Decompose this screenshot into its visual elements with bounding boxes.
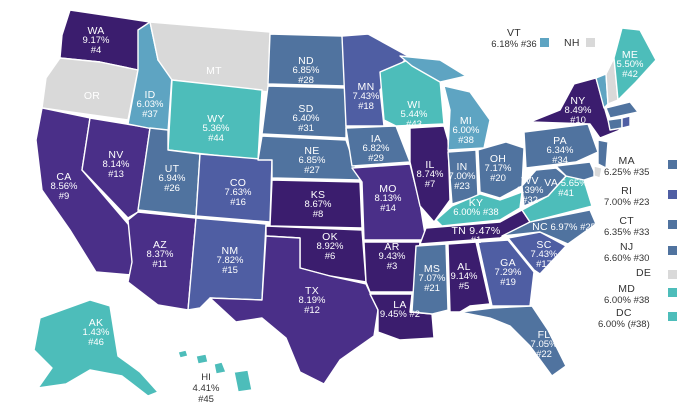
state-ct[interactable] xyxy=(607,117,623,131)
state-de[interactable] xyxy=(593,165,603,179)
callout-md-swatch xyxy=(668,288,677,297)
label-al: AL 9.14% #5 xyxy=(450,261,478,292)
callout-ct: CT 6.35% #33 xyxy=(604,215,650,239)
label-tn: TN 9.47% #1 xyxy=(451,225,501,246)
label-il: IL 8.74% #7 xyxy=(416,159,444,190)
label-ks: KS 8.67% #8 xyxy=(304,189,332,220)
state-sd[interactable] xyxy=(261,85,347,139)
state-ga[interactable] xyxy=(477,239,535,307)
label-tx: TX 8.19% #12 xyxy=(298,285,326,316)
state-al[interactable] xyxy=(447,241,491,313)
callout-nj-swatch xyxy=(668,246,677,255)
state-fl[interactable] xyxy=(459,305,567,377)
label-nd: ND 6.85% #28 xyxy=(292,55,320,86)
label-nv: NV 8.14% #13 xyxy=(102,149,130,180)
label-pa: PA 6.34% #34 xyxy=(546,135,574,166)
label-wi: WI 5.44% #43 xyxy=(400,99,428,130)
label-hi: HI 4.41% #45 xyxy=(192,372,220,405)
label-sd: SD 6.40% #31 xyxy=(292,103,320,134)
callout-dc-swatch xyxy=(668,312,677,321)
label-mi: MI 6.00% #38 xyxy=(452,115,480,146)
callout-de: DE xyxy=(636,267,652,279)
label-ar: AR 9.43% #3 xyxy=(378,241,406,272)
label-mo: MO 8.13% #14 xyxy=(374,183,402,214)
label-nc: NC 6.97% #25 xyxy=(532,221,596,233)
callout-nh: NH xyxy=(564,37,580,49)
state-ri[interactable] xyxy=(621,115,631,129)
callout-ma: MA 6.25% #35 xyxy=(604,155,650,179)
callout-de-swatch xyxy=(668,270,677,279)
label-wa: WA 9.17% #4 xyxy=(82,25,110,56)
state-hi-2[interactable] xyxy=(195,353,209,365)
label-id: ID 6.03% #37 xyxy=(136,89,164,120)
state-ar[interactable] xyxy=(363,241,421,293)
state-ak[interactable] xyxy=(33,299,159,397)
label-me: ME 5.50% #42 xyxy=(616,49,644,80)
label-mn: MN 7.43% #18 xyxy=(352,81,380,112)
state-pa[interactable] xyxy=(523,123,599,169)
state-mn[interactable] xyxy=(341,33,409,127)
label-ga: GA 7.29% #19 xyxy=(494,257,522,288)
label-ca: CA 8.56% #9 xyxy=(50,171,78,202)
label-ky: KY 6.00% #38 xyxy=(453,197,499,218)
label-wy: WY 5.36% #44 xyxy=(202,113,230,144)
label-sc: SC 7.43% #17 xyxy=(530,239,558,270)
label-or: OR xyxy=(83,90,101,102)
callout-ri-swatch xyxy=(668,190,677,199)
label-la: LA 9.45% #2 xyxy=(379,299,421,320)
label-ny: NY 8.49% #10 xyxy=(564,95,592,126)
label-nm: NM 7.82% #15 xyxy=(216,245,244,276)
state-la[interactable] xyxy=(369,293,435,341)
state-mi-upper[interactable] xyxy=(399,55,467,83)
state-ms[interactable] xyxy=(411,243,449,315)
state-tx[interactable] xyxy=(209,235,379,385)
label-ok: OK 8.92% #6 xyxy=(316,231,344,262)
label-ne: NE 6.85% #27 xyxy=(298,145,326,176)
state-ne[interactable] xyxy=(257,135,361,181)
callout-vt: VT 6.18% #36 xyxy=(491,27,537,51)
state-hi-4[interactable] xyxy=(233,369,253,393)
state-il[interactable] xyxy=(409,125,451,223)
state-md[interactable] xyxy=(555,161,597,181)
label-ia: IA 6.82% #29 xyxy=(362,133,390,164)
callout-ma-swatch xyxy=(668,160,677,169)
state-ma[interactable] xyxy=(605,101,639,119)
label-in: IN 7.00% #23 xyxy=(448,161,476,192)
callout-ri: RI 7.00% #23 xyxy=(604,185,650,209)
callout-nh-swatch xyxy=(586,38,595,47)
state-hi[interactable] xyxy=(177,349,189,359)
label-ut: UT 6.94% #26 xyxy=(158,163,186,194)
callout-ct-swatch xyxy=(668,220,677,229)
label-co: CO 7.63% #16 xyxy=(224,177,252,208)
state-hi-3[interactable] xyxy=(213,361,227,375)
label-ak: AK 1.43% #46 xyxy=(82,317,110,348)
callout-dc: DC 6.00% (#38) xyxy=(598,307,650,331)
state-nj[interactable] xyxy=(597,139,609,169)
label-az: AZ 8.37% #11 xyxy=(146,239,174,270)
label-fl: FL 7.05% #22 xyxy=(530,329,558,360)
callout-nj: NJ 6.60% #30 xyxy=(604,241,650,265)
state-me[interactable] xyxy=(613,27,657,101)
callout-md: MD 6.00% #38 xyxy=(604,283,650,307)
label-va: VA 5.65% #41 xyxy=(544,177,588,199)
label-ms: MS 7.07% #21 xyxy=(418,263,446,294)
callout-vt-swatch xyxy=(540,38,549,47)
label-oh: OH 7.17% #20 xyxy=(484,153,512,184)
label-mt: MT xyxy=(206,65,222,77)
label-wv: WV 6.39% #32 xyxy=(516,175,544,206)
state-ks[interactable] xyxy=(269,179,363,229)
state-or[interactable] xyxy=(41,57,139,121)
